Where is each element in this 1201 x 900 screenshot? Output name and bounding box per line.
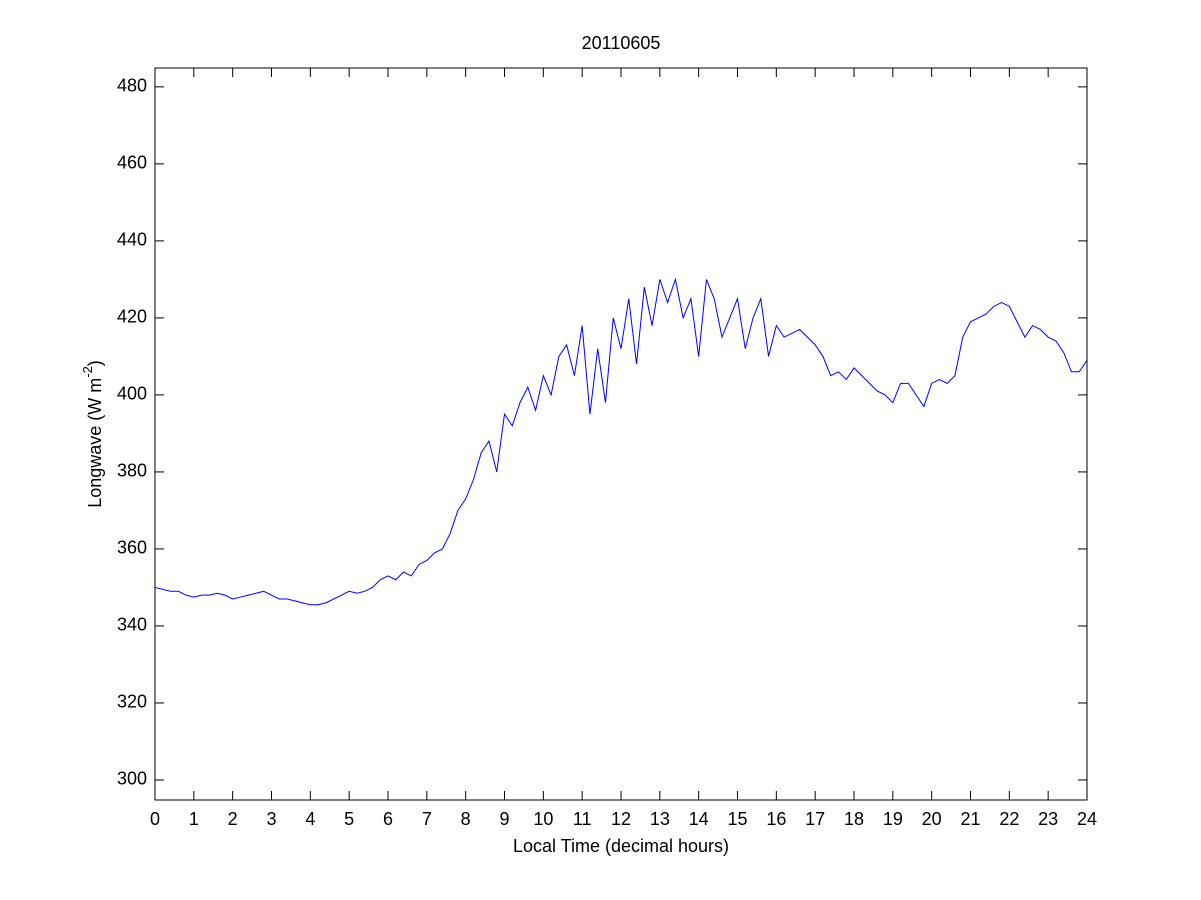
y-tick-label: 340	[117, 615, 147, 635]
x-tick-label: 13	[650, 809, 670, 829]
x-axis-label: Local Time (decimal hours)	[513, 836, 729, 856]
y-label-suffix: )	[85, 360, 105, 366]
x-tick-label: 5	[344, 809, 354, 829]
y-tick-label: 380	[117, 461, 147, 481]
x-tick-label: 20	[922, 809, 942, 829]
x-tick-label: 22	[999, 809, 1019, 829]
x-tick-label: 1	[189, 809, 199, 829]
x-tick-label: 18	[844, 809, 864, 829]
y-label-text: Longwave (W m	[85, 378, 105, 508]
x-tick-label: 9	[499, 809, 509, 829]
data-line	[154, 277, 1088, 606]
x-tick-label: 10	[533, 809, 553, 829]
y-tick-label: 300	[117, 769, 147, 789]
x-tick-label: 14	[689, 809, 709, 829]
y-tick-label: 400	[117, 384, 147, 404]
y-tick-label: 480	[117, 76, 147, 96]
x-tick-label: 16	[766, 809, 786, 829]
x-tick-label: 15	[727, 809, 747, 829]
x-tick-label: 24	[1077, 809, 1097, 829]
x-tick-label: 11	[573, 809, 592, 829]
x-tick-label: 23	[1038, 809, 1058, 829]
y-label-superscript: -2	[80, 366, 95, 378]
y-axis-label: Longwave (W m-2)	[80, 360, 104, 508]
y-tick-label: 320	[117, 692, 147, 712]
x-tick-label: 4	[305, 809, 315, 829]
y-tick-label: 420	[117, 307, 147, 327]
y-tick-label: 360	[117, 538, 147, 558]
x-tick-label: 8	[461, 809, 471, 829]
x-tick-label: 2	[228, 809, 238, 829]
x-tick-label: 21	[960, 809, 980, 829]
y-tick-label: 440	[117, 230, 147, 250]
y-tick-label: 460	[117, 153, 147, 173]
x-tick-label: 0	[150, 809, 160, 829]
x-tick-label: 3	[266, 809, 276, 829]
chart-title: 20110605	[582, 33, 661, 53]
x-tick-label: 6	[383, 809, 393, 829]
plot-frame	[154, 67, 1088, 801]
x-tick-label: 7	[422, 809, 432, 829]
x-tick-label: 12	[611, 809, 631, 829]
x-tick-label: 17	[805, 809, 825, 829]
x-tick-label: 19	[883, 809, 903, 829]
